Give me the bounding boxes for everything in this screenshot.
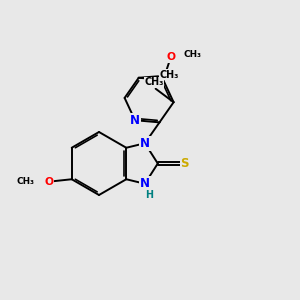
Text: O: O (45, 177, 54, 187)
Text: N: N (140, 177, 150, 190)
Text: CH₃: CH₃ (144, 77, 164, 87)
Text: H: H (146, 190, 153, 200)
Text: CH₃: CH₃ (183, 50, 201, 59)
Text: CH₃: CH₃ (160, 70, 179, 80)
Text: O: O (166, 52, 175, 62)
Text: N: N (140, 137, 150, 150)
Text: S: S (181, 157, 189, 170)
Text: N: N (130, 114, 140, 127)
Text: CH₃: CH₃ (17, 177, 35, 186)
